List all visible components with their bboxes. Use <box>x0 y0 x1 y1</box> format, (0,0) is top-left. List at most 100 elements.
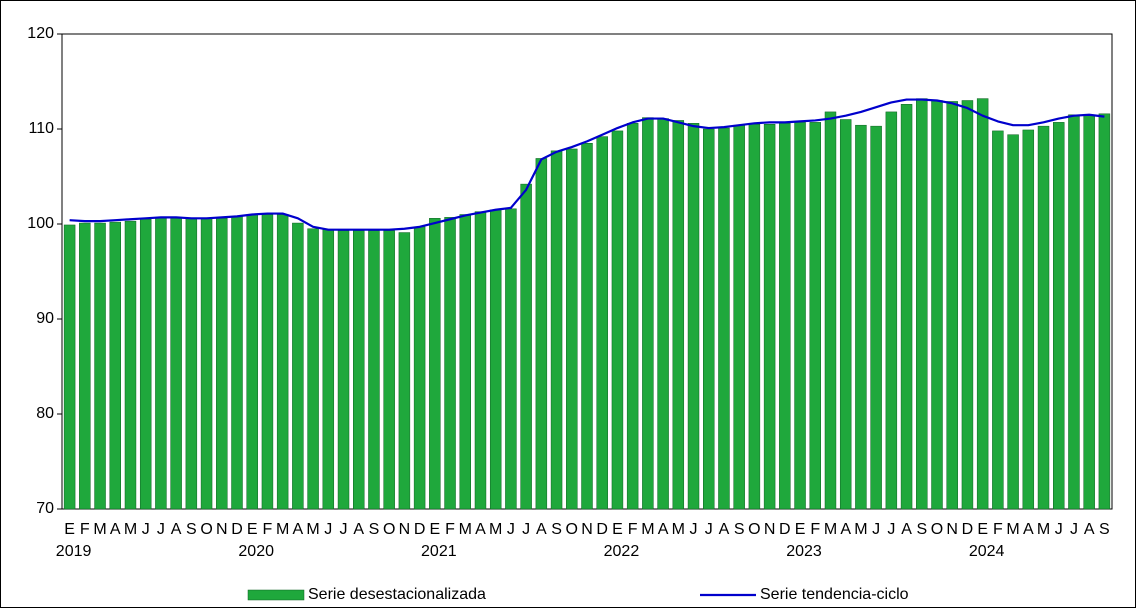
bar <box>1022 129 1035 510</box>
bar <box>185 218 198 510</box>
bar <box>337 230 350 510</box>
bar <box>1007 134 1019 510</box>
bar <box>992 130 1004 510</box>
x-tick-label: J <box>157 521 165 538</box>
bar <box>976 98 989 510</box>
bar <box>94 222 106 510</box>
bar <box>353 230 365 510</box>
bar <box>885 111 898 510</box>
x-tick-label: J <box>340 521 348 538</box>
x-tick-label: M <box>824 521 837 538</box>
x-tick-label: D <box>779 521 791 538</box>
x-tick-label: A <box>353 521 364 538</box>
x-tick-label: A <box>110 521 121 538</box>
bar <box>642 117 654 510</box>
x-tick-label: O <box>383 521 395 538</box>
x-tick-label: M <box>672 521 685 538</box>
bar <box>1083 115 1095 510</box>
bar <box>581 143 593 510</box>
bar <box>626 123 639 510</box>
x-tick-label: M <box>641 521 654 538</box>
x-tick-label: J <box>887 521 895 538</box>
bar <box>63 224 76 510</box>
x-tick-label: E <box>612 521 623 538</box>
x-tick-label: O <box>566 521 578 538</box>
y-tick-label: 80 <box>36 405 54 422</box>
bar <box>733 124 745 510</box>
bar <box>216 218 228 510</box>
x-tick-label: N <box>764 521 776 538</box>
bar <box>946 101 958 510</box>
x-tick-label: M <box>124 521 137 538</box>
x-tick-label: S <box>1099 521 1110 538</box>
bar <box>246 214 258 510</box>
year-label: 2019 <box>56 543 92 560</box>
x-tick-label: F <box>810 521 820 538</box>
x-tick-label: O <box>931 521 943 538</box>
x-tick-label: N <box>581 521 593 538</box>
x-tick-label: S <box>916 521 927 538</box>
x-tick-label: D <box>414 521 426 538</box>
x-tick-label: S <box>551 521 562 538</box>
x-tick-label: J <box>507 521 515 538</box>
bar <box>596 136 608 510</box>
x-tick-label: M <box>854 521 867 538</box>
legend-swatch <box>247 589 305 601</box>
bar <box>200 218 213 510</box>
x-tick-label: J <box>142 521 150 538</box>
x-tick-label: A <box>1023 521 1034 538</box>
bar <box>550 150 563 510</box>
bar <box>839 119 852 510</box>
bar <box>657 118 669 510</box>
bar <box>413 226 426 510</box>
x-tick-label: A <box>1084 521 1095 538</box>
bar <box>794 122 806 510</box>
x-tick-label: A <box>293 521 304 538</box>
bar <box>276 214 289 510</box>
x-tick-label: A <box>536 521 547 538</box>
bar <box>916 98 928 510</box>
x-tick-label: N <box>946 521 958 538</box>
bar <box>687 123 700 510</box>
x-tick-label: N <box>399 521 411 538</box>
x-tick-label: O <box>748 521 760 538</box>
x-tick-label: M <box>276 521 289 538</box>
y-tick-label: 70 <box>36 500 54 517</box>
x-tick-label: E <box>64 521 75 538</box>
y-tick-label: 100 <box>27 215 54 232</box>
bar <box>566 148 578 510</box>
x-tick-label: F <box>263 521 273 538</box>
x-tick-label: A <box>840 521 851 538</box>
legend-label: Serie tendencia-ciclo <box>760 586 909 603</box>
bar <box>261 214 274 510</box>
bar <box>322 229 335 510</box>
y-tick-label: 120 <box>27 25 54 42</box>
bar <box>398 232 411 510</box>
x-tick-label: A <box>475 521 486 538</box>
bar <box>870 125 882 510</box>
x-tick-label: M <box>459 521 472 538</box>
bar <box>124 220 137 510</box>
x-tick-label: J <box>1055 521 1063 538</box>
x-tick-label: F <box>628 521 638 538</box>
x-tick-label: F <box>80 521 90 538</box>
bar <box>1037 125 1050 510</box>
x-tick-label: M <box>1037 521 1050 538</box>
x-tick-label: F <box>445 521 455 538</box>
x-tick-label: J <box>324 521 332 538</box>
x-tick-label: S <box>734 521 745 538</box>
bar <box>779 123 791 510</box>
x-tick-label: D <box>962 521 974 538</box>
bar <box>474 211 487 510</box>
x-tick-label: M <box>489 521 502 538</box>
x-tick-label: A <box>171 521 182 538</box>
y-tick-label: 90 <box>36 310 54 327</box>
line <box>69 98 1105 231</box>
bar <box>611 130 624 510</box>
bar <box>489 209 502 510</box>
year-label: 2022 <box>604 543 640 560</box>
bar <box>383 230 395 510</box>
bar <box>961 100 974 510</box>
bar <box>505 208 517 510</box>
